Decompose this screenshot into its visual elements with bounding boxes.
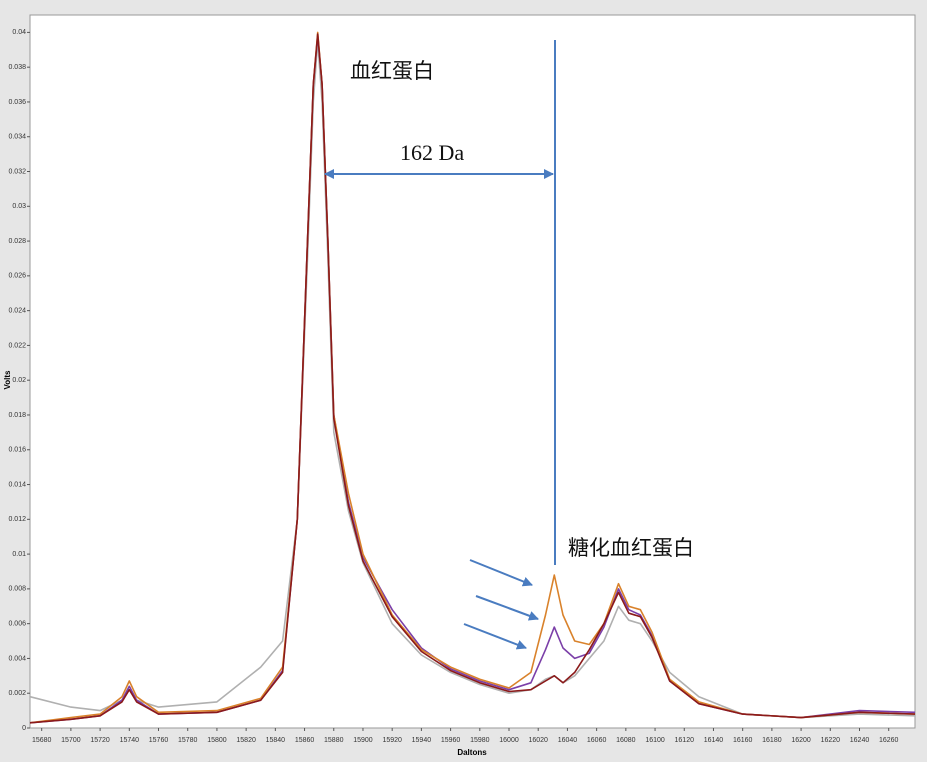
x-tick-label: 16140 (704, 737, 724, 744)
x-tick-label: 16220 (821, 737, 841, 744)
y-tick-label: 0.022 (8, 342, 26, 349)
x-tick-label: 15820 (236, 737, 256, 744)
y-tick-label: 0.024 (8, 307, 26, 314)
y-tick-label: 0.01 (12, 551, 26, 558)
x-tick-label: 15940 (412, 737, 432, 744)
trace (29, 31, 916, 724)
x-tick-label: 16100 (645, 737, 665, 744)
x-axis-label: Daltons (457, 748, 487, 757)
x-tick-label: 16080 (616, 737, 636, 744)
x-tick-label: 15900 (353, 737, 373, 744)
y-tick-label: 0.014 (8, 481, 26, 488)
x-tick-label: 16260 (879, 737, 899, 744)
x-tick-label: 16060 (587, 737, 607, 744)
y-tick-label: 0.012 (8, 516, 26, 523)
annotation: 糖化血红蛋白 (568, 536, 694, 560)
x-tick-label: 15680 (32, 737, 52, 744)
traces (29, 31, 916, 724)
x-tick-label: 15780 (178, 737, 198, 744)
x-tick-label: 15800 (207, 737, 227, 744)
x-tick-label: 15760 (149, 737, 169, 744)
y-tick-label: 0.03 (12, 203, 26, 210)
y-tick-label: 0.018 (8, 412, 26, 419)
trace (29, 40, 916, 719)
y-tick-label: 0.038 (8, 64, 26, 71)
annotation: 162 Da (400, 140, 464, 165)
x-tick-label: 15740 (120, 737, 140, 744)
x-tick-label: 16160 (733, 737, 753, 744)
y-tick-label: 0.016 (8, 447, 26, 454)
x-tick-label: 16040 (558, 737, 578, 744)
x-tick-label: 15960 (441, 737, 461, 744)
x-tick-label: 15980 (470, 737, 490, 744)
y-tick-label: 0.026 (8, 273, 26, 280)
y-tick-label: 0.02 (12, 377, 26, 384)
x-tick-label: 15840 (266, 737, 286, 744)
x-tick-label: 15920 (382, 737, 402, 744)
arrow (469, 559, 533, 587)
y-tick-label: 0.006 (8, 621, 26, 628)
y-tick-label: 0.028 (8, 238, 26, 245)
y-tick-label: 0.002 (8, 690, 26, 697)
arrow (475, 595, 539, 621)
plot-area (29, 14, 916, 729)
x-tick-label: 16020 (528, 737, 548, 744)
x-tick-label: 16120 (675, 737, 695, 744)
y-tick-label: 0.04 (12, 29, 26, 36)
y-axis-label: Volts (3, 370, 12, 390)
x-tick-label: 16240 (850, 737, 870, 744)
x-tick-label: 15700 (61, 737, 81, 744)
y-tick-label: 0.008 (8, 586, 26, 593)
x-tick-label: 16200 (791, 737, 811, 744)
y-tick-label: 0.034 (8, 134, 26, 141)
y-tick-label: 0.004 (8, 655, 26, 662)
x-tick-label: 15880 (324, 737, 344, 744)
x-tick-label: 16000 (499, 737, 519, 744)
x-tick-label: 15860 (295, 737, 315, 744)
y-tick-label: 0.032 (8, 168, 26, 175)
x-tick-label: 15720 (90, 737, 110, 744)
y-tick-label: 0 (22, 725, 26, 732)
arrow (463, 623, 527, 650)
trace (29, 33, 916, 724)
annotation: 血红蛋白 (350, 59, 434, 83)
x-tick-label: 16180 (762, 737, 782, 744)
y-tick-label: 0.036 (8, 99, 26, 106)
